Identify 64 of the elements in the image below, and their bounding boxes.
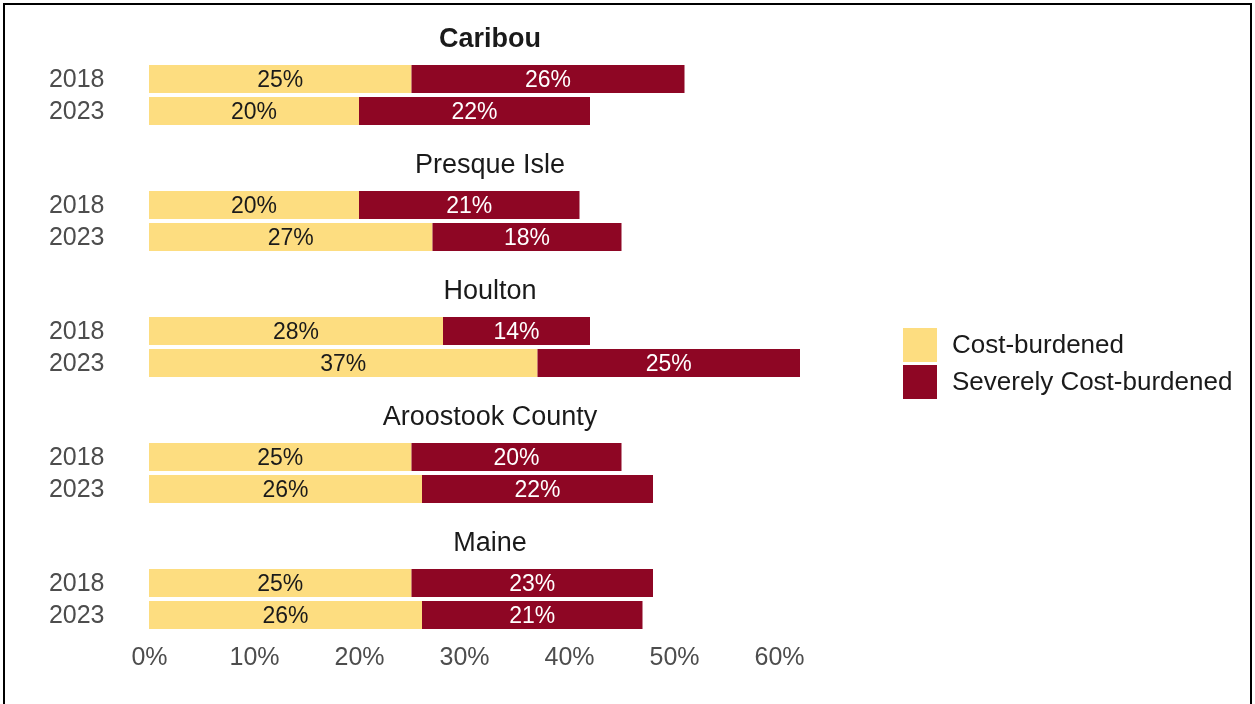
bar [359,97,590,125]
data-label: 27% [267,224,314,250]
data-label: 26% [524,66,572,92]
y-tick-label: 2018 [48,568,105,596]
x-tick-label: 60% [754,641,805,670]
bar [149,443,412,471]
chart-title: Caribou [438,23,542,53]
y-tick-label: 2023 [48,96,105,124]
chart-title: Houlton [443,275,537,305]
bar [359,191,580,219]
data-label: 14% [493,318,540,344]
bar [537,349,800,377]
bar [411,65,685,93]
data-label: 20% [230,192,278,218]
x-tick-label: 0% [131,641,168,670]
data-label: 21% [509,602,556,628]
bar [149,317,443,345]
data-label: 26% [262,602,309,628]
data-label: 28% [272,318,320,344]
x-tick-label: 50% [649,641,700,670]
bar [149,191,359,219]
bar [149,223,433,251]
data-label: 26% [262,476,309,502]
data-label: 21% [446,192,493,218]
bar [411,443,622,471]
x-tick-label: 10% [229,641,280,670]
bar [422,475,653,503]
chart-title: Presque Isle [414,149,566,179]
chart-title: Aroostook County [382,401,598,431]
data-label: 25% [257,444,304,470]
data-label: 20% [493,444,540,470]
x-tick-label: 40% [544,641,595,670]
data-label: 18% [503,224,551,250]
bar [422,601,643,629]
y-tick-label: 2018 [48,64,105,92]
bar [432,223,622,251]
data-label: 25% [645,350,692,376]
bar [149,569,412,597]
y-tick-label: 2023 [48,348,105,376]
data-label: 22% [514,476,561,502]
bar [149,349,538,377]
data-label: 25% [257,66,304,92]
data-label: 25% [257,570,304,596]
y-tick-label: 2018 [48,442,105,470]
bar [149,601,422,629]
y-tick-label: 2023 [48,222,105,250]
chart-title: Maine [453,527,527,557]
bar [443,317,590,345]
y-tick-label: 2023 [48,474,105,502]
y-tick-label: 2023 [48,600,105,628]
data-label: 22% [451,98,498,124]
bar [149,97,359,125]
x-tick-label: 30% [439,641,490,670]
bar [411,569,653,597]
y-tick-label: 2018 [48,316,105,344]
data-label: 37% [320,350,367,376]
bar [149,65,412,93]
legend-label: Cost-burdened [952,329,1124,359]
x-tick-label: 20% [334,641,385,670]
legend-label: Severely Cost-burdened [952,366,1233,396]
data-label: 20% [230,98,278,124]
data-label: 23% [509,570,556,596]
y-tick-label: 2018 [48,190,105,218]
bar [149,475,422,503]
